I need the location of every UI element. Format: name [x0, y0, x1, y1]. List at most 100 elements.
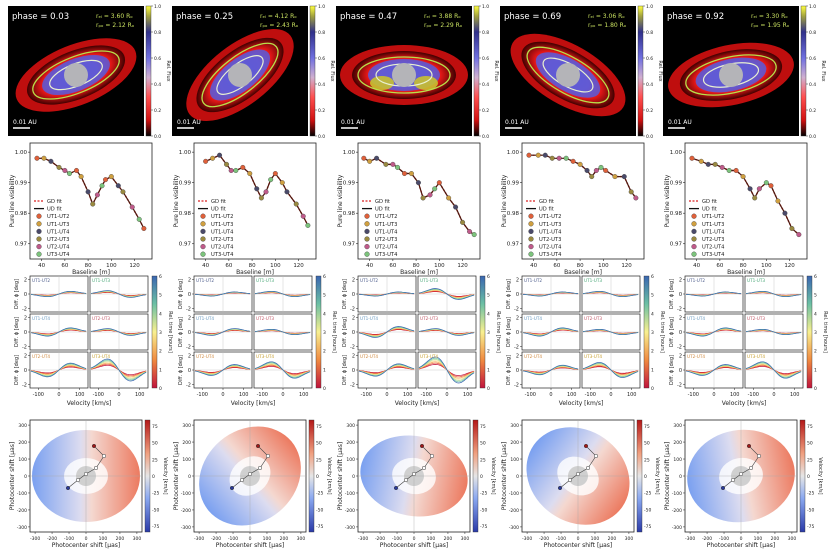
diff-phase-curve [582, 328, 639, 336]
y-tick-label: 2 [24, 278, 27, 284]
photocenter-track [231, 445, 269, 489]
velocity-colorbar-tick: -25 [807, 491, 814, 497]
diff-phase-curve [90, 358, 147, 382]
flux-colorbar-tick: 0.6 [646, 56, 653, 62]
x-tick-label: -200 [375, 536, 385, 542]
scale-label: 0.01 AU [341, 119, 365, 126]
diff-phase-subplot: UT3-UT4 -100 0 100 [253, 351, 313, 398]
legend-baseline-swatch [364, 244, 370, 250]
y-tick-label: 0.97 [507, 242, 520, 248]
x-tick-label: -200 [47, 536, 57, 542]
visibility-point [210, 155, 216, 161]
baseline-label: UT1-UT4 [360, 316, 378, 321]
diff-phase-subplot: UT2-UT4 -2 0 2 Diff. ϕ [deg] -100 0 100 [14, 351, 89, 398]
visibility-panel: 40 60 80 100 120 0.97 0.98 0.99 1.00 Baseline [m]… [501, 142, 645, 276]
photocenter-point [567, 477, 573, 483]
photocenter-point [265, 453, 271, 459]
x-tick-label: 40 [530, 263, 537, 269]
visibility-point [796, 232, 802, 238]
y-tick-label: -2 [22, 306, 27, 312]
y-tick-label: -200 [17, 508, 27, 514]
velocity-colorbar-tick: -50 [807, 507, 814, 513]
plot-frame [193, 142, 317, 260]
legend-baseline-swatch [36, 236, 42, 242]
time-colorbar-tick: 2 [814, 349, 817, 355]
visibility-point [436, 180, 442, 186]
time-colorbar-tick: 1 [159, 367, 162, 373]
legend-baseline-swatch [364, 213, 370, 219]
visibility-point [633, 195, 639, 201]
x-axis-label: Photocenter shift [μas] [216, 542, 285, 549]
visibility-point [598, 164, 604, 170]
visibility-point [705, 161, 711, 167]
velocity-colorbar [308, 419, 315, 533]
legend-baseline-swatch [528, 244, 534, 250]
legend-baseline-swatch [528, 251, 534, 257]
time-colorbar-tick: 0 [487, 386, 490, 392]
legend-entry: UT1-UT2 [211, 214, 233, 220]
legend-entry: UD fit [539, 207, 554, 213]
y-tick-label: -200 [181, 508, 191, 514]
y-tick-label: -300 [509, 525, 519, 531]
diff-phase-subplot: UT1-UT2 -2 0 2 Diff. ϕ [deg] [14, 275, 89, 312]
y-tick-label: 2 [188, 316, 191, 322]
diff-phase-curve [418, 328, 475, 336]
baseline-label: UT1-UT3 [92, 278, 110, 283]
legend-entry: UT2-UT4 [375, 245, 398, 251]
velocity-colorbar-tick: 75 [480, 424, 486, 430]
y-tick-label: 2 [679, 316, 682, 322]
x-tick-label: 40 [693, 263, 700, 269]
diff-phase-curve [582, 290, 639, 298]
photocenter-point [411, 471, 417, 477]
diff-phase-subplot: UT1-UT3 [89, 275, 149, 313]
diff-phase-subplot: UT2-UT4 -2 0 2 Diff. ϕ [deg] -100 0 100 [506, 351, 581, 398]
velocity-colorbar-tick: -25 [480, 491, 487, 497]
visibility-point [390, 161, 396, 167]
diff-phase-subplot: UT1-UT3 [417, 275, 477, 313]
disk-image-panel: phase = 0.47 rₑₗ = 3.88 Rₒ rₚₒ = 2.29 Rₒ 0.… [336, 4, 499, 140]
y-tick-label: 200 [18, 440, 27, 446]
y-tick-label: -2 [186, 306, 191, 312]
plot-frame [684, 142, 808, 260]
legend-entry: UT2-UT4 [47, 245, 70, 251]
visibility-point [108, 174, 114, 180]
x-tick-label: 100 [463, 392, 473, 398]
time-colorbar-tick: 6 [487, 274, 490, 280]
x-tick-label: 120 [784, 263, 795, 269]
diff-phase-curve [30, 362, 87, 378]
velocity-colorbar-tick: 0 [807, 474, 810, 480]
baseline-label: UT1-UT2 [687, 278, 705, 283]
x-tick-label: 300 [625, 536, 634, 542]
y-tick-label: 2 [352, 278, 355, 284]
x-tick-label: -100 [33, 392, 44, 398]
time-colorbar-tick: 5 [159, 293, 162, 299]
visibility-point [689, 155, 695, 161]
x-tick-label: -300 [522, 536, 532, 542]
differential-phase-panel: UT1-UT2 -2 0 2 Diff. ϕ [deg] UT1-UT3 UT1-UT4 -2… [342, 274, 501, 407]
x-tick-label: -100 [585, 392, 596, 398]
y-tick-label: 2 [516, 316, 519, 322]
x-tick-label: -100 [228, 536, 238, 542]
phase-label: phase = 0.92 [667, 12, 724, 22]
flux-colorbar [800, 5, 807, 137]
flux-colorbar-tick: 0.8 [318, 30, 325, 36]
y-axis-label: Diff. ϕ [deg] [342, 279, 348, 309]
photocenter-point [730, 477, 736, 483]
y-tick-label: -300 [345, 525, 355, 531]
visibility-point [258, 195, 264, 201]
time-colorbar-tick: 2 [651, 349, 654, 355]
y-axis-label: Photocenter shift [μas] [664, 442, 671, 511]
diff-phase-curve [30, 327, 87, 337]
legend-baseline-swatch [364, 236, 370, 242]
flux-colorbar-tick: 0.2 [318, 108, 325, 114]
radius-label-1: rₑₗ = 3.88 Rₒ [424, 13, 461, 20]
differential-phase-panel: UT1-UT2 -2 0 2 Diff. ϕ [deg] UT1-UT3 UT1-UT4 -2… [14, 274, 173, 407]
visibility-point [782, 210, 788, 216]
y-tick-label: -2 [677, 382, 682, 388]
x-axis-label: Velocity [km/s] [395, 400, 440, 407]
photocenter-point [583, 443, 589, 449]
y-tick-label: 0 [352, 368, 355, 374]
visibility-point [136, 216, 142, 222]
x-tick-label: 200 [771, 536, 780, 542]
x-tick-label: 300 [133, 536, 142, 542]
